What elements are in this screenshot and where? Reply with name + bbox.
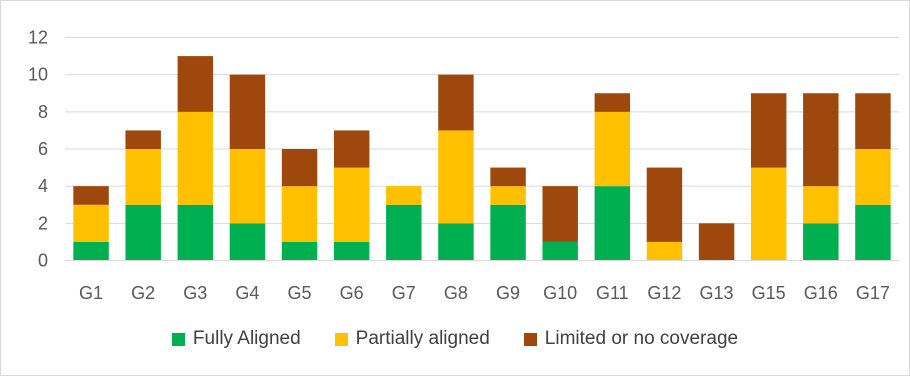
bar-segment bbox=[438, 74, 474, 131]
y-tick-label: 4 bbox=[38, 176, 48, 196]
y-tick-label: 0 bbox=[38, 251, 48, 271]
axes: 0 2 4 6 8 10 12 G1 G2 G3 G4 G5 G6 G7 G8 G9 G10 G11 G12 G13 G… bbox=[28, 28, 899, 303]
legend-swatch-limited-coverage bbox=[523, 332, 537, 346]
bar-segment bbox=[281, 149, 318, 187]
legend: Fully Aligned Partially aligned Limited … bbox=[0, 328, 910, 350]
x-tick-label: G11 bbox=[596, 283, 629, 303]
x-tick-label: G16 bbox=[804, 283, 838, 303]
bar-segment bbox=[855, 204, 891, 261]
bar-segment bbox=[594, 93, 631, 112]
bar-segment bbox=[73, 186, 109, 205]
bar-segment bbox=[281, 241, 318, 261]
bar-segment bbox=[698, 223, 735, 261]
bar-segment bbox=[177, 56, 214, 112]
x-tick-label: G6 bbox=[340, 283, 364, 303]
bar-segment bbox=[281, 186, 318, 242]
bar-segment bbox=[229, 74, 266, 149]
bar-segment bbox=[73, 241, 109, 261]
bar-segment bbox=[803, 93, 839, 187]
x-tick-label: G15 bbox=[752, 283, 786, 303]
legend-label-limited-coverage: Limited or no coverage bbox=[544, 328, 739, 349]
bar-segment bbox=[594, 186, 631, 261]
x-tick-label: G17 bbox=[856, 283, 890, 303]
bar-segment bbox=[386, 204, 422, 261]
bar-segment bbox=[646, 241, 683, 261]
x-tick-label: G4 bbox=[235, 283, 259, 303]
bar-segment bbox=[542, 186, 578, 242]
x-tick-label: G5 bbox=[288, 283, 312, 303]
bar-segment bbox=[229, 223, 266, 261]
bar-segment bbox=[333, 130, 370, 168]
x-tick-label: G1 bbox=[79, 283, 103, 303]
bars bbox=[73, 56, 891, 261]
legend-swatch-partially-aligned bbox=[334, 332, 348, 346]
y-tick-label: 2 bbox=[38, 213, 48, 233]
bar-segment bbox=[125, 149, 161, 205]
legend-item-limited-coverage: Limited or no coverage bbox=[523, 328, 739, 350]
bar-segment bbox=[386, 186, 422, 205]
bar-segment bbox=[594, 111, 631, 187]
x-tick-label: G13 bbox=[700, 283, 734, 303]
bar-segment bbox=[333, 241, 370, 261]
bar-segment bbox=[177, 204, 214, 261]
y-tick-label: 6 bbox=[38, 139, 48, 159]
legend-swatch-fully-aligned bbox=[171, 332, 185, 346]
bar-segment bbox=[333, 167, 370, 242]
legend-label-partially-aligned: Partially aligned bbox=[355, 328, 490, 349]
x-tick-label: G10 bbox=[543, 283, 577, 303]
bar-segment bbox=[803, 223, 839, 261]
bar-segment bbox=[750, 93, 787, 168]
bar-segment bbox=[803, 186, 839, 224]
bar-segment bbox=[646, 167, 683, 242]
bar-segment bbox=[855, 93, 891, 149]
bar-segment bbox=[490, 186, 526, 205]
bar-segment bbox=[125, 204, 161, 261]
bar-segment bbox=[438, 223, 474, 261]
legend-item-partially-aligned: Partially aligned bbox=[334, 328, 490, 350]
legend-item-fully-aligned: Fully Aligned bbox=[171, 328, 301, 350]
bar-segment bbox=[490, 204, 526, 261]
x-tick-label: G2 bbox=[131, 283, 155, 303]
x-tick-label: G12 bbox=[647, 283, 681, 303]
x-tick-label: G8 bbox=[444, 283, 468, 303]
y-tick-label: 12 bbox=[28, 28, 48, 48]
bar-segment bbox=[125, 130, 161, 149]
bar-segment bbox=[229, 149, 266, 224]
bar-segment bbox=[542, 241, 578, 261]
bar-segment bbox=[855, 149, 891, 205]
y-tick-label: 10 bbox=[28, 65, 48, 85]
y-tick-label: 8 bbox=[38, 102, 48, 122]
x-tick-label: G9 bbox=[496, 283, 520, 303]
bar-segment bbox=[438, 130, 474, 224]
bar-segment bbox=[750, 167, 787, 261]
bar-segment bbox=[73, 204, 109, 242]
x-tick-label: G3 bbox=[183, 283, 207, 303]
bar-segment bbox=[177, 111, 214, 205]
x-tick-label: G7 bbox=[392, 283, 416, 303]
legend-label-fully-aligned: Fully Aligned bbox=[192, 328, 301, 349]
bar-segment bbox=[490, 167, 526, 187]
